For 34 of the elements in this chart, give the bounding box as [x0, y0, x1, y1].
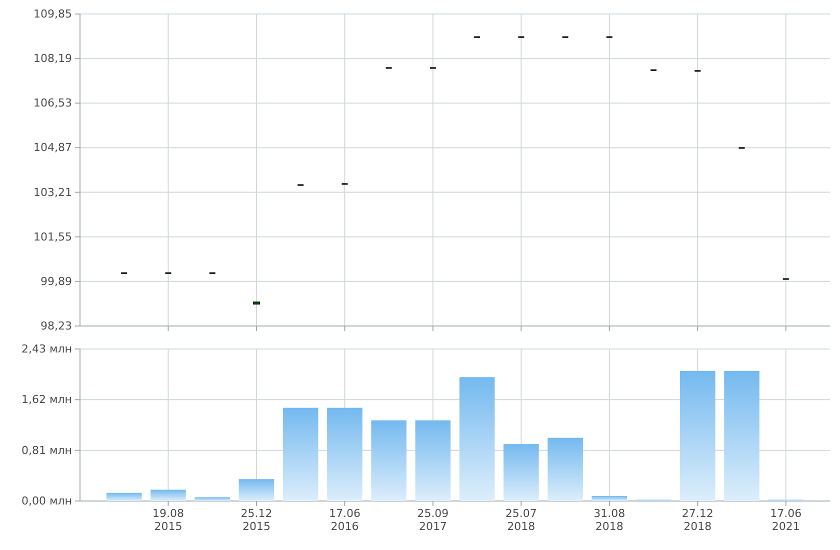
y-tick-label: 101,55: [34, 230, 72, 244]
bar: [282, 408, 318, 501]
y-tick-label: 104,87: [34, 141, 72, 154]
x-tick-label: 19.08 2015: [152, 506, 184, 534]
x-tick-label: 25.09 2017: [417, 506, 449, 534]
bar: [459, 377, 495, 501]
bar: [371, 420, 406, 501]
y-tick-label: 109,85: [34, 8, 72, 21]
bar: [194, 497, 230, 501]
x-tick-label: 17.06 2016: [328, 506, 360, 534]
y-tick-label: 106,53: [34, 96, 72, 110]
y-tick-label: 0,00 млн: [21, 494, 72, 508]
bar: [238, 479, 274, 501]
bar: [106, 492, 142, 501]
bar: [592, 496, 628, 501]
bar: [150, 490, 186, 501]
y-tick-label: 103,21: [34, 186, 72, 199]
y-tick-label: 2,43 млн: [21, 342, 72, 356]
x-tick-label: 17.06 2021: [770, 506, 802, 534]
x-tick-label: 31.08 2018: [594, 506, 626, 534]
bar: [548, 438, 583, 501]
bar: [504, 444, 539, 501]
y-tick-label: 0,81 млн: [21, 444, 72, 457]
x-tick-label: 25.07 2018: [505, 506, 537, 534]
y-tick-label: 1,62 млн: [21, 393, 72, 406]
bar: [724, 370, 760, 501]
y-tick-label: 108,19: [34, 52, 72, 66]
x-tick-label: 27.12 2018: [682, 506, 714, 534]
y-tick-label: 99,89: [40, 274, 72, 288]
x-tick-label: 25.12 2015: [240, 506, 272, 534]
bar: [327, 408, 362, 501]
bar: [415, 420, 451, 501]
y-tick-label: 98,23: [40, 320, 72, 333]
bar: [680, 370, 716, 501]
